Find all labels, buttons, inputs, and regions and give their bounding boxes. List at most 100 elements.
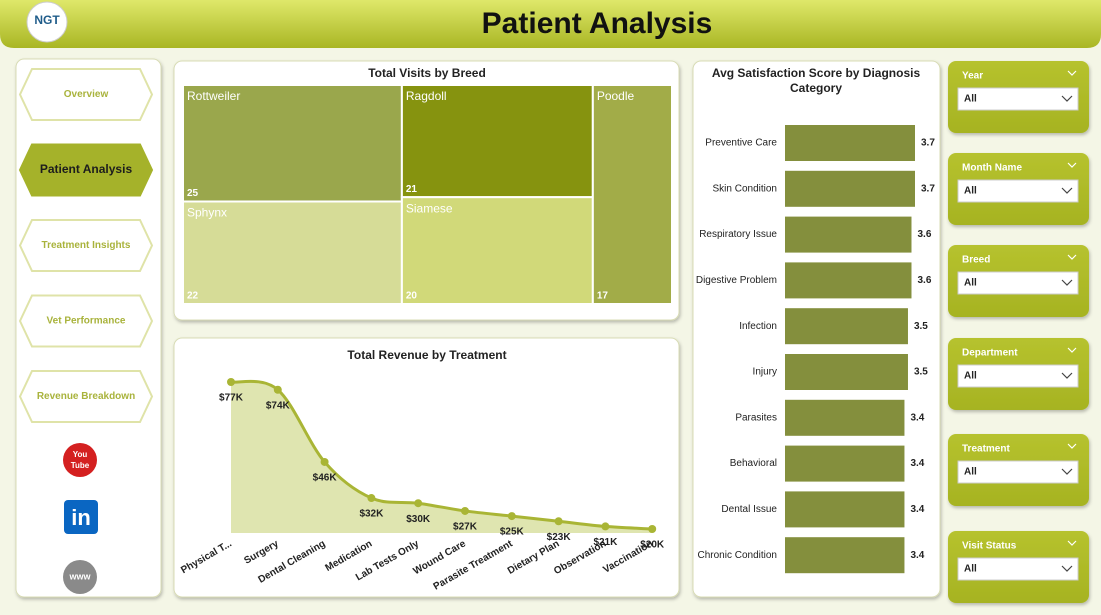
filter-chevron [1067,540,1077,546]
youtube-text: You [73,450,88,459]
cell-label: Sphynx [187,206,227,220]
data-label: $20K [640,540,665,551]
data-label: 3.5 [914,367,928,378]
data-label: $25K [500,527,525,538]
cell-label: Poodle [597,89,635,103]
dropdown-chevron [1061,372,1073,379]
y-tick-label: Chronic Condition [698,550,778,561]
nav-button[interactable] [18,219,154,272]
nav-button[interactable] [18,370,154,423]
bar [785,399,905,436]
bar [785,216,912,253]
dropdown[interactable] [957,271,1079,295]
treemap-cell [400,84,594,199]
filter-label: Month Name [962,163,1022,174]
dropdown[interactable] [957,557,1079,581]
cell-value: 21 [406,184,418,195]
nav-button[interactable] [18,143,154,197]
dropdown-chevron [1061,95,1073,102]
cell-label: Ragdoll [406,89,447,103]
cell-value: 25 [187,188,199,199]
treemap-cell [182,84,403,203]
bar [785,170,915,207]
y-tick-label: Infection [739,321,777,332]
dropdown[interactable] [957,460,1079,484]
data-label: $27K [453,522,478,533]
linkedin-text: in [71,505,91,530]
dropdown-value[interactable]: All [964,467,977,478]
line [230,379,653,531]
bar [785,354,908,390]
dropdown-chevron [1061,187,1073,194]
point [648,525,657,533]
data-label: 3.5 [914,321,928,332]
linkedin-icon[interactable] [64,500,98,534]
data-label: 3.7 [921,183,935,194]
data-label: 3.4 [910,458,924,469]
treemap-cell [591,84,673,305]
nav-button[interactable] [18,294,154,348]
dropdown-value[interactable]: All [964,278,977,289]
y-tick-label: Digestive Problem [696,275,777,286]
y-tick-label: Skin Condition [713,183,777,194]
cell-value: 20 [406,291,418,302]
filter-label: Breed [962,255,990,266]
filter-chevron [1067,70,1077,76]
filter-label: Department [962,348,1018,359]
treemap-cell [400,196,594,305]
nav-label[interactable]: Revenue Breakdown [37,391,135,402]
nav-label[interactable]: Patient Analysis [40,162,133,176]
point [273,385,282,394]
chart-title: Total Revenue by Treatment [347,348,506,362]
area-fill [231,381,653,533]
bar [785,262,912,299]
header-bar [0,0,1101,48]
data-label: $30K [406,514,431,525]
point [601,522,610,531]
dropdown[interactable] [957,364,1079,388]
data-label: 3.4 [910,504,924,515]
nav-label[interactable]: Vet Performance [47,316,126,327]
youtube-text: Tube [71,461,90,470]
bar [785,491,905,528]
data-label: 3.6 [917,275,931,286]
logo [26,1,68,43]
nav-button[interactable] [18,68,154,121]
dropdown-chevron [1061,279,1073,286]
data-label: $21K [593,537,618,548]
cell-value: 22 [187,291,199,302]
bar [785,308,908,345]
point [367,494,376,503]
treemap-cell [182,200,403,305]
page-title: Patient Analysis [482,7,713,40]
chart-title: Total Visits by Breed [368,66,486,80]
dropdown[interactable] [957,179,1079,203]
nav-label[interactable]: Overview [64,89,109,100]
chart-title: Avg Satisfaction Score by Diagnosis Cate… [711,66,921,95]
cell-label: Rottweiler [187,89,240,103]
point [414,499,423,508]
filter-label: Treatment [962,444,1010,455]
web-icon[interactable] [63,560,97,594]
dropdown-value[interactable]: All [964,371,977,382]
data-label: $23K [547,532,572,543]
y-tick-label: Preventive Care [705,138,777,149]
point [320,457,329,466]
data-label: $77K [219,393,244,404]
dropdown[interactable] [957,87,1079,111]
dropdown-value[interactable]: All [964,564,977,575]
filter-label: Visit Status [962,541,1017,552]
logo-text: NGT [34,13,60,27]
data-label: 3.7 [921,138,935,149]
bar [785,445,905,482]
dropdown-chevron [1061,468,1073,475]
dropdown-chevron [1061,565,1073,572]
dropdown-value[interactable]: All [964,186,977,197]
filter-chevron [1067,347,1077,353]
filter-label: Year [962,71,983,82]
youtube-icon[interactable] [63,443,97,477]
nav-label[interactable]: Treatment Insights [42,240,131,251]
dropdown-value[interactable]: All [964,94,977,105]
